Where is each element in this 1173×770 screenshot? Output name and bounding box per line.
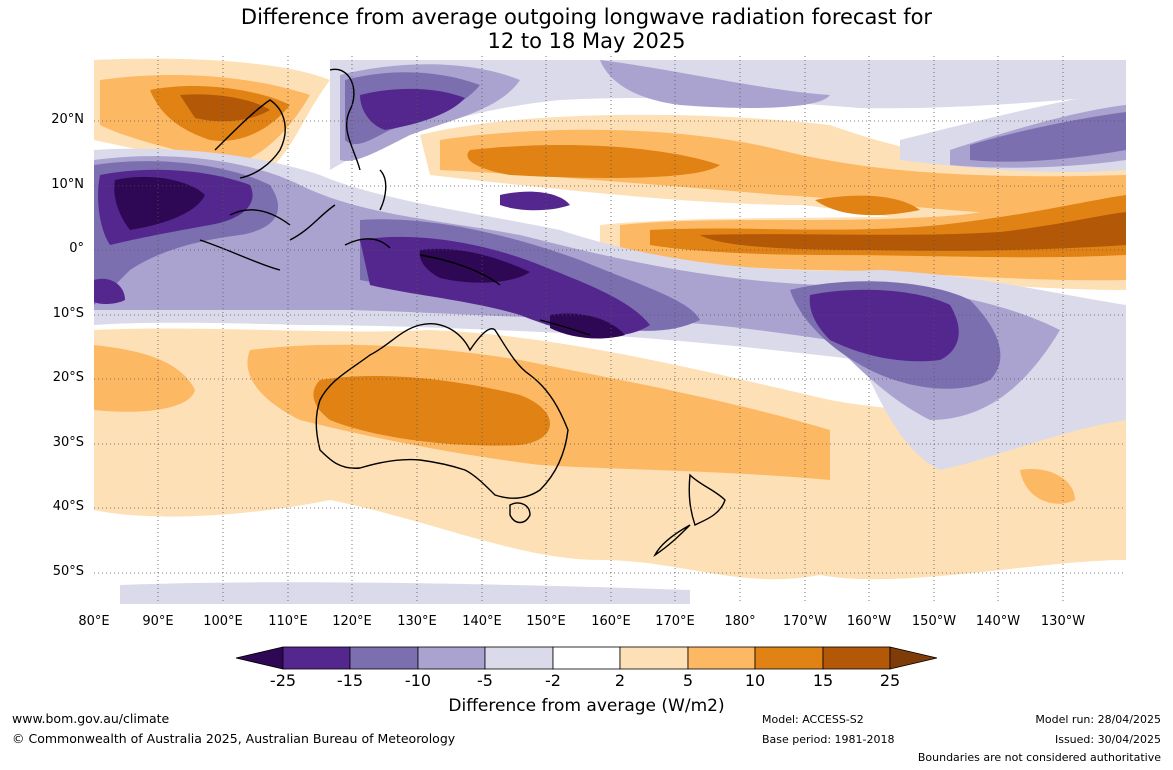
anomaly-region [600,60,830,108]
colorbar-segment [619,646,689,670]
colorbar-tick: 15 [812,671,834,690]
anomaly-region [1020,469,1075,504]
lon-label: 100°E [203,614,243,629]
anomaly-region [700,212,1126,251]
colorbar-segment [687,646,756,670]
colorbar-segment [235,646,284,670]
colorbar-segment [282,646,351,670]
lon-label: 90°E [142,614,174,629]
lon-label: 160°E [591,614,631,629]
source-link[interactable]: www.bom.gov.au/climate [12,711,170,726]
colorbar-tick: -10 [404,671,432,690]
lat-label: 20°N [51,112,84,127]
copyright-text: © Commonwealth of Australia 2025, Austra… [12,731,456,746]
lat-label: 20°S [52,370,84,385]
issued-date: Issued: 30/04/2025 [1054,733,1161,746]
lat-label: 0° [69,241,84,256]
chart-title-line1: Difference from average outgoing longwav… [240,5,933,29]
colorbar-segment [349,646,419,670]
model-run-date: Model run: 28/04/2025 [1035,713,1161,726]
colorbar-tick: -5 [477,671,493,690]
lon-label: 180° [724,614,756,629]
colorbar-segment [889,646,938,670]
anomaly-region [970,112,1126,162]
lon-label: 170°W [782,614,828,629]
lon-label: 160°W [846,614,892,629]
lon-label: 130°W [1040,614,1086,629]
anomaly-region [809,289,959,362]
boundary-disclaimer: Boundaries are not considered authoritat… [917,751,1161,764]
colorbar-label: Difference from average (W/m2) [448,696,725,716]
lon-label: 110°E [268,614,308,629]
anomaly-region [120,582,690,604]
map-plot-area [94,56,1126,604]
anomaly-region [500,191,570,211]
colorbar [235,646,938,670]
colorbar-tick: 25 [879,671,901,690]
lat-label: 50°S [52,564,84,579]
colorbar-tick: 10 [744,671,766,690]
colorbar-segment [552,646,621,670]
colorbar-tick: 2 [614,671,626,690]
anomaly-region [467,145,720,178]
lon-label: 140°E [462,614,502,629]
anomaly-region [330,60,1126,170]
model-name: Model: ACCESS-S2 [762,713,864,726]
colorbar-segment [417,646,486,670]
lon-label: 150°W [911,614,957,629]
lon-label: 120°E [332,614,372,629]
lon-label: 140°W [975,614,1021,629]
colorbar-segment [754,646,824,670]
colorbar-segment [822,646,891,670]
anomaly-region [550,313,625,339]
graticule [94,56,1126,604]
chart-title-line2: 12 to 18 May 2025 [487,29,686,53]
colorbar-tick: 5 [682,671,694,690]
anomaly-region [94,345,195,412]
lat-label: 10°S [52,306,84,321]
colorbar-tick: -25 [269,671,297,690]
lon-label: 150°E [526,614,566,629]
colorbar-tick: -2 [545,671,561,690]
anomaly-region [180,94,270,122]
lat-label: 10°N [51,177,84,192]
lat-label: 30°S [52,435,84,450]
anomaly-region [313,375,550,446]
anomaly-region [114,176,205,230]
anomaly-region [419,248,530,283]
anomaly-region [815,195,920,216]
base-period: Base period: 1981-2018 [762,733,895,746]
lon-label: 130°E [397,614,437,629]
lat-label: 40°S [52,499,84,514]
lon-label: 80°E [78,614,110,629]
colorbar-tick: -15 [336,671,364,690]
anomaly-region [360,88,465,130]
anomaly-region [94,278,125,305]
colorbar-segment [484,646,554,670]
coastlines [199,68,726,558]
lon-label: 170°E [655,614,695,629]
